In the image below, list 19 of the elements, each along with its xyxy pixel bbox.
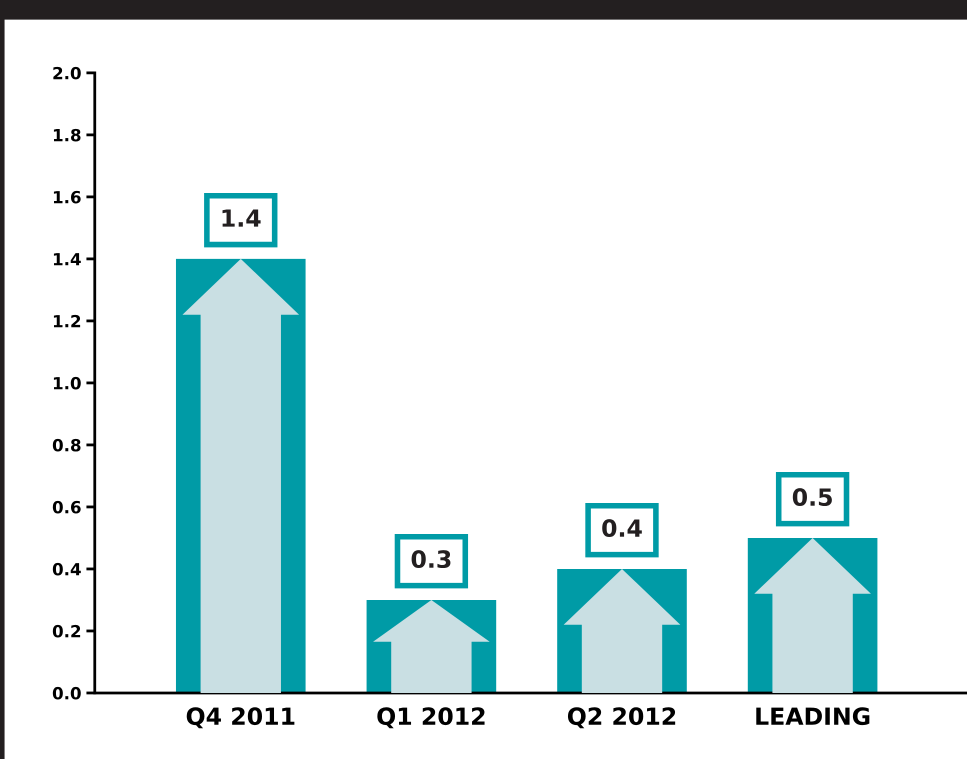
y-tick-label: 1.0 (54, 376, 81, 390)
y-tick-label: 0.4 (52, 562, 81, 576)
x-tick-label: Q1 2012 (377, 707, 485, 728)
y-tick-label: 0.2 (52, 624, 80, 638)
data-label: 1.4 (222, 209, 261, 227)
y-tick-label: 1.8 (54, 128, 81, 142)
y-tick-label: 0.6 (52, 500, 81, 514)
x-tick-label: Q4 2011 (186, 707, 294, 728)
y-tick-label: 1.4 (54, 253, 81, 266)
y-tick-label: 0.0 (52, 686, 81, 700)
y-tick-label: 2.0 (53, 66, 81, 80)
y-tick-label: 0.8 (52, 438, 81, 452)
x-tick-label: Q2 2012 (568, 707, 676, 728)
y-tick-label: 1.2 (54, 314, 80, 328)
data-label: 0.4 (602, 519, 642, 538)
data-label: 0.3 (412, 550, 450, 568)
x-tick-label: LEADING (756, 707, 870, 726)
data-label: 0.5 (792, 488, 832, 506)
y-tick-label: 1.6 (54, 190, 81, 204)
